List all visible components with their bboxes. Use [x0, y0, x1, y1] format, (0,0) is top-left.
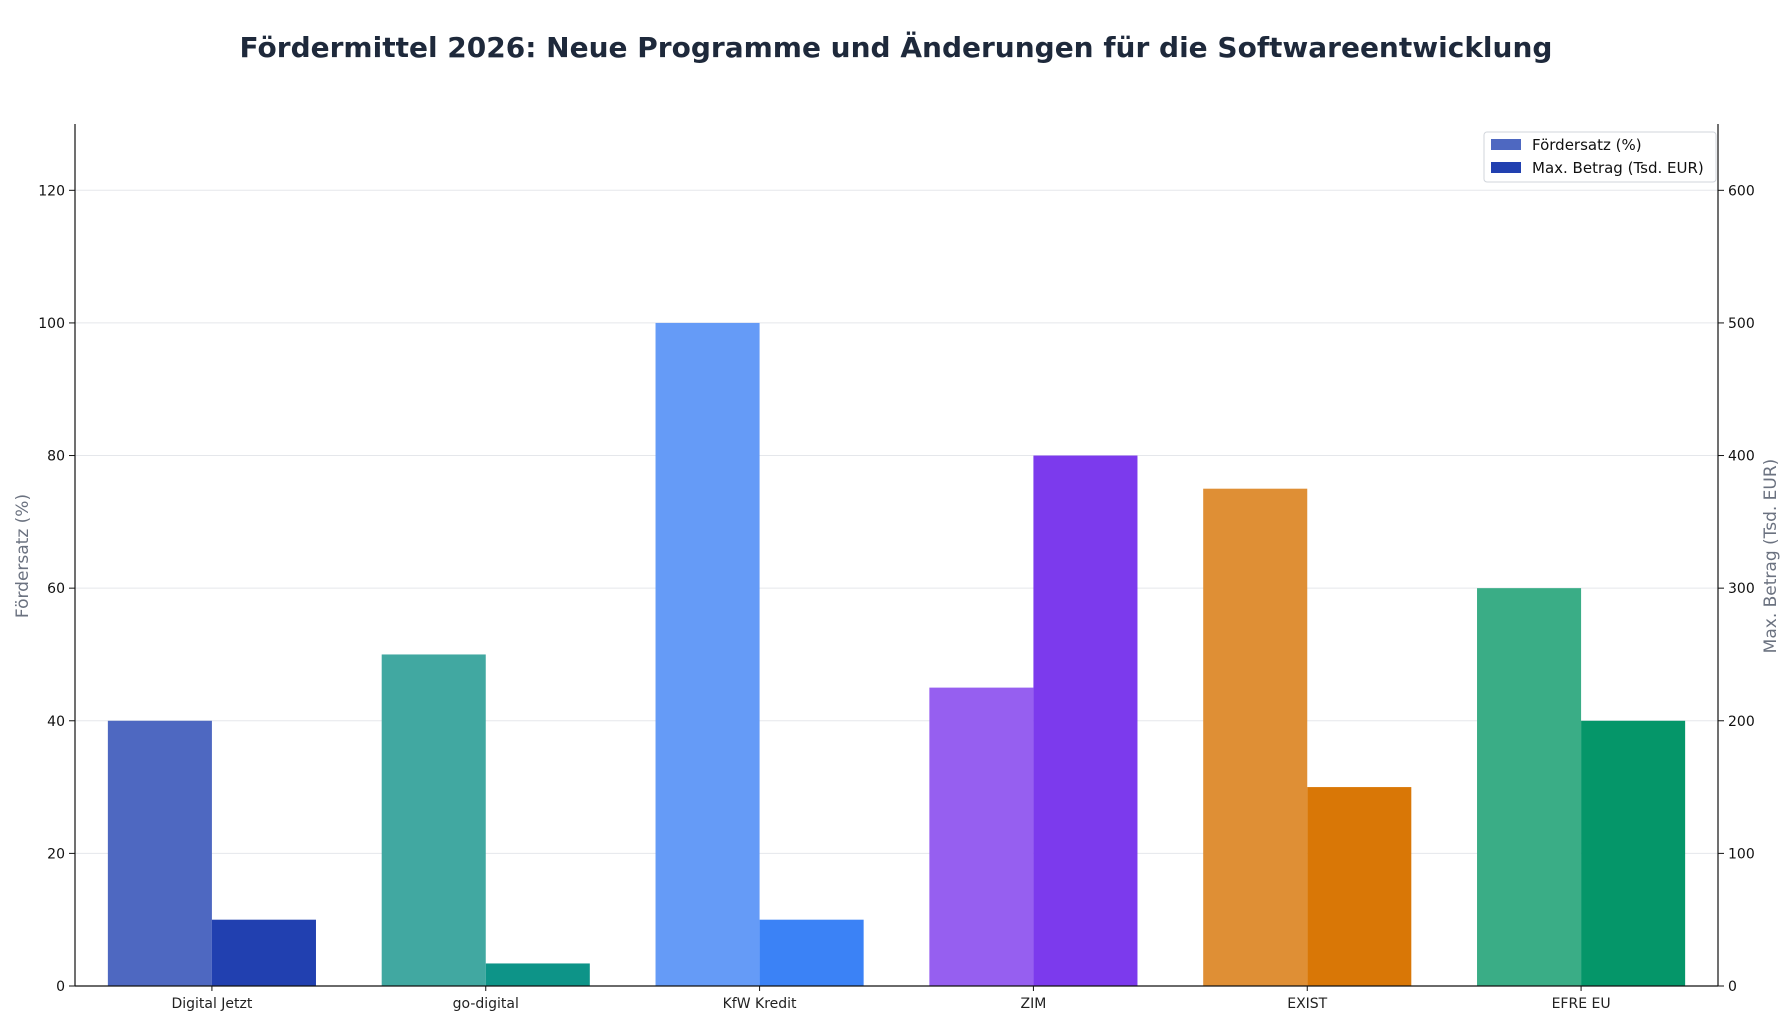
- bar-max-betrag: [1033, 455, 1138, 986]
- legend-swatch-foerdersatz: [1491, 139, 1521, 150]
- legend-frame: [1483, 131, 1717, 183]
- x-tick-label: Digital Jetzt: [171, 996, 252, 1012]
- y-right-tick-label: 0: [1728, 979, 1737, 995]
- gridlines: [75, 189, 1718, 854]
- y-right-tick-label: 100: [1728, 846, 1755, 862]
- chart-title: Fördermittel 2026: Neue Programme und Än…: [240, 30, 1553, 64]
- bar-max-betrag: [759, 919, 864, 986]
- y-left-tick-label: 40: [47, 714, 65, 730]
- y-left-tick-label: 80: [47, 449, 65, 465]
- y-right-tick-label: 500: [1728, 316, 1755, 332]
- x-tick-label: go-digital: [453, 996, 519, 1012]
- bars: [107, 322, 1686, 986]
- y-axis-right-label: Max. Betrag (Tsd. EUR): [1761, 459, 1781, 654]
- legend-label-foerdersatz: Fördersatz (%): [1532, 136, 1642, 154]
- y-right-tick-label: 200: [1728, 714, 1755, 730]
- y-axis-left-label: Fördersatz (%): [13, 494, 33, 618]
- y-left-tick-label: 20: [47, 846, 65, 862]
- legend-label-max-betrag: Max. Betrag (Tsd. EUR): [1532, 159, 1704, 177]
- bar-max-betrag: [1581, 720, 1686, 986]
- y-left-tick-label: 60: [47, 581, 65, 597]
- y-right-tick-label: 300: [1728, 581, 1755, 597]
- bar-max-betrag: [211, 919, 316, 986]
- y-left-tick-label: 100: [38, 316, 65, 332]
- bar-max-betrag: [485, 963, 590, 986]
- y-left-tick-label: 0: [56, 979, 65, 995]
- x-tick-label: EFRE EU: [1552, 996, 1611, 1012]
- bar-foerdersatz: [929, 687, 1034, 986]
- y-right-tick-label: 600: [1728, 183, 1755, 199]
- axes: 0 20 40 60 80 100 120 0 100 200 300 400 500 600 Digita…: [38, 124, 1755, 1012]
- bar-foerdersatz: [1203, 488, 1308, 986]
- x-tick-label: EXIST: [1287, 996, 1327, 1012]
- y-right-tick-label: 400: [1728, 449, 1755, 465]
- legend-swatch-max-betrag: [1491, 162, 1521, 173]
- bar-foerdersatz: [381, 654, 486, 986]
- legend: Fördersatz (%) Max. Betrag (Tsd. EUR): [1483, 131, 1717, 183]
- bar-foerdersatz: [107, 720, 212, 986]
- bar-max-betrag: [1307, 787, 1412, 986]
- x-tick-label: ZIM: [1021, 996, 1047, 1012]
- y-left-tick-label: 120: [38, 183, 65, 199]
- bar-foerdersatz: [655, 322, 760, 986]
- x-tick-label: KfW Kredit: [723, 996, 797, 1012]
- bar-foerdersatz: [1477, 588, 1582, 986]
